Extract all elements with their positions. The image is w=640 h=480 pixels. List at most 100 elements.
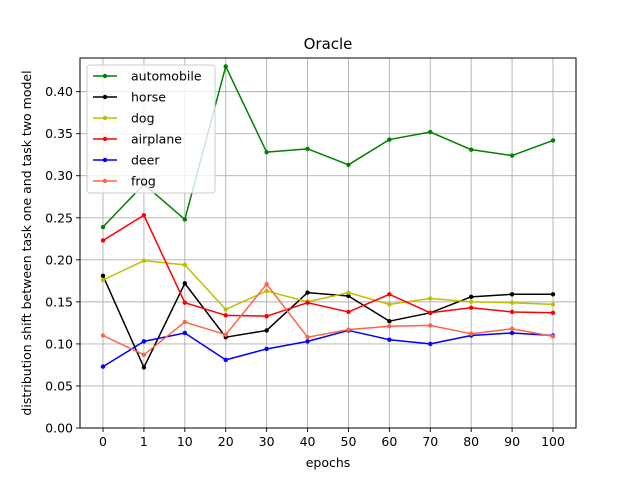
x-tick-label: 20 xyxy=(218,434,234,449)
legend-marker xyxy=(102,157,108,163)
legend-item-airplane: airplane xyxy=(93,132,182,147)
y-tick-label: 0.20 xyxy=(45,252,73,267)
data-point-frog xyxy=(509,326,515,331)
legend-item-horse: horse xyxy=(93,90,166,105)
legend-marker xyxy=(102,73,108,79)
legend-marker xyxy=(102,136,108,142)
data-point-dog xyxy=(141,258,147,263)
data-point-deer xyxy=(141,339,147,344)
legend-item-dog: dog xyxy=(93,111,155,126)
x-tick-label: 0 xyxy=(99,434,107,449)
data-point-horse xyxy=(509,292,515,297)
series-automobile xyxy=(100,64,556,230)
y-tick-label: 0.30 xyxy=(45,168,73,183)
series-line-airplane xyxy=(102,214,554,317)
data-point-frog xyxy=(223,332,228,337)
y-tick-label: 0.25 xyxy=(45,210,73,225)
data-point-frog xyxy=(346,327,351,332)
y-axis-label: distribution shift between task one and … xyxy=(19,70,34,415)
data-point-automobile xyxy=(223,64,228,69)
data-point-horse xyxy=(264,328,269,333)
data-point-automobile xyxy=(468,147,474,152)
series-line-dog xyxy=(102,259,554,311)
data-point-horse xyxy=(346,293,351,299)
data-point-horse xyxy=(305,290,310,295)
data-point-dog xyxy=(223,307,228,312)
legend: automobile horse dog airplane deer frog xyxy=(86,64,216,194)
x-tick-label: 90 xyxy=(504,434,520,449)
y-tick-label: 0.40 xyxy=(45,84,73,99)
series-lines xyxy=(100,64,556,370)
data-point-automobile xyxy=(387,137,392,142)
legend-item-frog: frog xyxy=(93,174,156,189)
data-point-deer xyxy=(264,346,269,352)
data-point-frog xyxy=(264,282,269,287)
data-point-frog xyxy=(468,331,474,337)
data-point-automobile xyxy=(100,224,106,230)
data-point-dog xyxy=(550,302,556,307)
data-point-frog xyxy=(182,319,188,325)
y-tick-label: 0.05 xyxy=(45,378,73,393)
data-point-deer xyxy=(305,339,310,344)
data-point-horse xyxy=(182,281,188,286)
series-line-automobile xyxy=(102,65,554,228)
x-tick-label: 1 xyxy=(140,434,148,449)
legend-label: deer xyxy=(131,153,160,168)
data-point-airplane xyxy=(428,310,433,315)
data-point-airplane xyxy=(387,292,392,297)
data-point-frog xyxy=(428,323,433,328)
data-point-dog xyxy=(468,299,474,305)
data-point-horse xyxy=(141,365,147,370)
data-point-airplane xyxy=(182,300,188,305)
data-point-automobile xyxy=(346,162,351,167)
series-line-deer xyxy=(102,329,554,368)
x-tick-label: 60 xyxy=(381,434,397,449)
series-frog xyxy=(100,282,556,358)
data-point-horse xyxy=(100,273,106,278)
x-tick-label: 70 xyxy=(422,434,438,449)
legend-label: automobile xyxy=(131,69,202,84)
data-point-frog xyxy=(305,334,310,340)
data-point-deer xyxy=(428,341,433,347)
data-point-airplane xyxy=(305,300,310,305)
data-point-automobile xyxy=(264,149,269,155)
x-tick-label: 50 xyxy=(341,434,357,449)
data-point-deer xyxy=(223,357,228,363)
data-point-deer xyxy=(509,330,515,336)
data-point-airplane xyxy=(141,213,147,218)
series-line-horse xyxy=(102,275,553,369)
data-point-dog xyxy=(100,277,106,283)
legend-marker xyxy=(102,94,108,100)
plot-frame xyxy=(79,57,577,429)
axis-ticks: 0 1 10 20 30 40 50 60 70 80 90 100 0.00 0.05 0.10 0.15 0… xyxy=(45,84,565,449)
series-airplane xyxy=(100,213,556,319)
legend-item-deer: deer xyxy=(93,153,160,168)
data-point-deer xyxy=(182,330,188,336)
data-point-airplane xyxy=(550,310,556,315)
data-point-airplane xyxy=(468,305,474,310)
x-tick-label: 10 xyxy=(177,434,193,449)
legend-box xyxy=(86,64,216,194)
data-point-automobile xyxy=(509,153,515,158)
x-tick-label: 30 xyxy=(259,434,275,449)
data-point-frog xyxy=(141,352,147,358)
data-point-dog xyxy=(509,300,515,305)
x-tick-label: 40 xyxy=(300,434,316,449)
series-line-frog xyxy=(102,283,554,356)
data-point-dog xyxy=(387,302,392,307)
data-point-dog xyxy=(346,290,351,295)
data-point-frog xyxy=(387,324,392,329)
data-point-airplane xyxy=(223,313,228,318)
y-tick-label: 0.10 xyxy=(45,336,73,351)
data-point-automobile xyxy=(182,217,188,222)
data-point-deer xyxy=(100,364,106,369)
data-point-automobile xyxy=(428,129,433,135)
x-tick-label: 80 xyxy=(463,434,479,449)
data-point-horse xyxy=(468,294,474,300)
legend-label: horse xyxy=(131,90,166,105)
data-point-dog xyxy=(428,296,433,301)
y-tick-label: 0.15 xyxy=(45,294,73,309)
legend-label: frog xyxy=(131,174,156,189)
x-tick-label: 100 xyxy=(541,434,565,449)
